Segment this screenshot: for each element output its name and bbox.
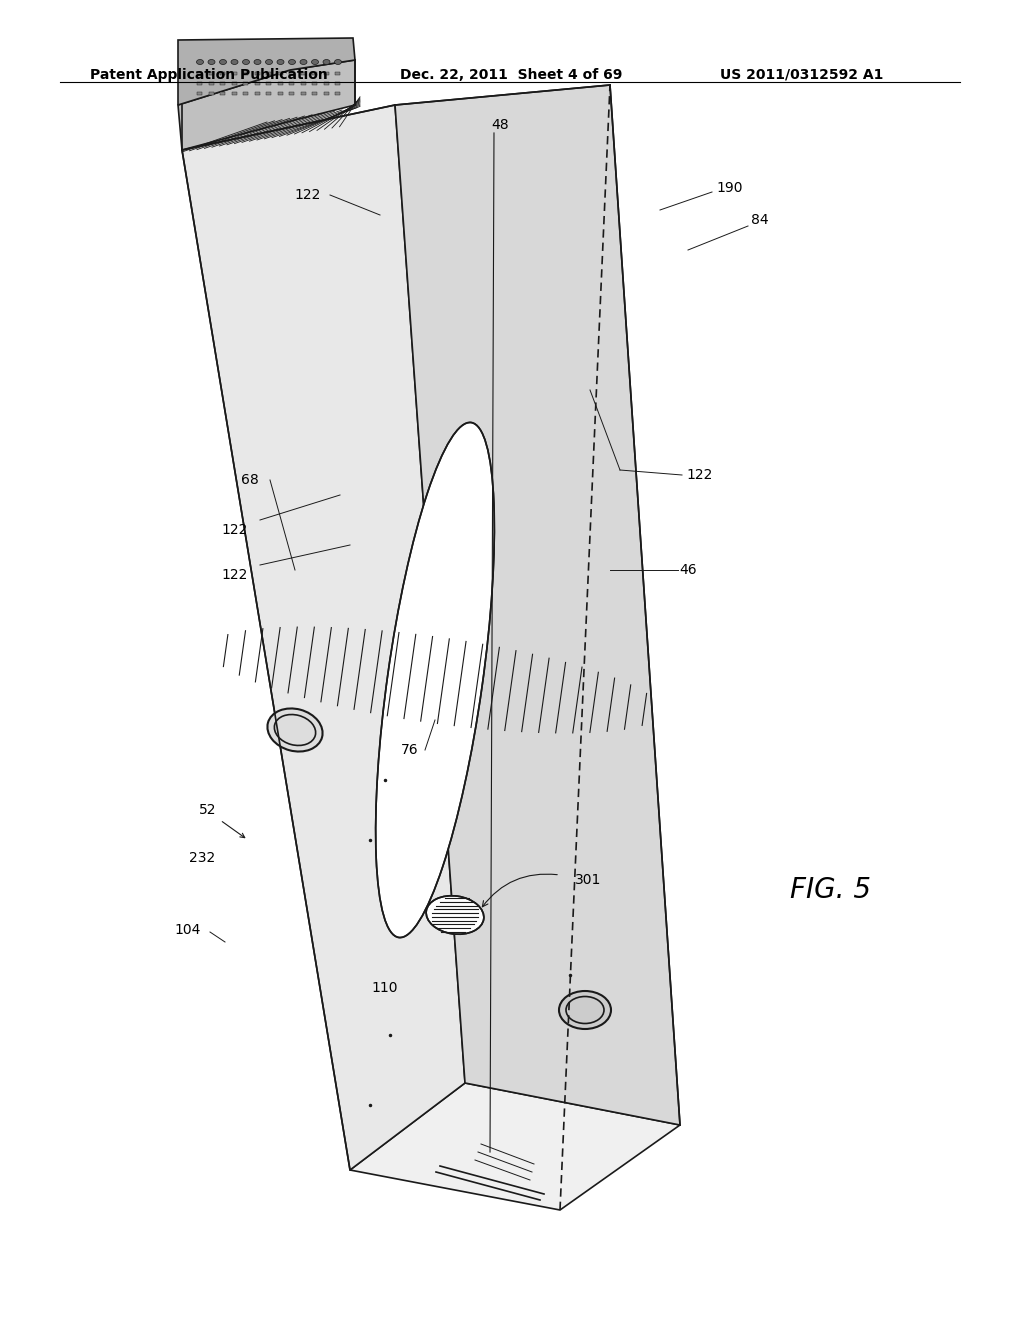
Text: 52: 52 [200, 803, 217, 817]
Bar [197, 82, 202, 84]
Bar [289, 92, 294, 95]
Bar [243, 73, 248, 75]
Text: 48: 48 [492, 117, 509, 132]
Bar [231, 82, 237, 84]
Ellipse shape [335, 59, 341, 65]
Bar [209, 82, 213, 84]
Bar [335, 73, 340, 75]
Ellipse shape [231, 59, 238, 65]
Bar [255, 82, 259, 84]
Text: Patent Application Publication: Patent Application Publication [90, 69, 328, 82]
Bar [255, 73, 259, 75]
Text: 46: 46 [679, 564, 696, 577]
Text: 84: 84 [752, 213, 769, 227]
Ellipse shape [278, 59, 284, 65]
Polygon shape [182, 106, 465, 1170]
Bar [266, 82, 271, 84]
Bar [289, 73, 294, 75]
Ellipse shape [265, 59, 272, 65]
Bar [278, 82, 283, 84]
Bar [220, 92, 225, 95]
Ellipse shape [289, 59, 296, 65]
Text: 104: 104 [175, 923, 201, 937]
Ellipse shape [311, 59, 318, 65]
Bar [231, 73, 237, 75]
Bar [220, 82, 225, 84]
Ellipse shape [208, 59, 215, 65]
Bar [209, 73, 213, 75]
Bar [197, 73, 202, 75]
Bar [243, 82, 248, 84]
Ellipse shape [323, 59, 330, 65]
Ellipse shape [254, 59, 261, 65]
Ellipse shape [197, 59, 204, 65]
Bar [335, 92, 340, 95]
Polygon shape [395, 84, 680, 1125]
Bar [220, 73, 225, 75]
Bar [255, 92, 259, 95]
Bar [289, 82, 294, 84]
Text: FIG. 5: FIG. 5 [790, 876, 871, 904]
Polygon shape [350, 1082, 680, 1210]
Text: 122: 122 [222, 568, 248, 582]
Bar [300, 73, 305, 75]
Ellipse shape [300, 59, 307, 65]
Bar [312, 82, 317, 84]
Bar [278, 73, 283, 75]
Polygon shape [178, 59, 355, 150]
Bar [231, 92, 237, 95]
Text: 76: 76 [401, 743, 419, 756]
Text: 301: 301 [574, 873, 601, 887]
Ellipse shape [243, 59, 250, 65]
Ellipse shape [267, 709, 323, 751]
Bar [312, 92, 317, 95]
Bar [209, 92, 213, 95]
Ellipse shape [376, 422, 495, 937]
Bar [324, 92, 329, 95]
Bar [335, 82, 340, 84]
Bar [312, 73, 317, 75]
Ellipse shape [559, 991, 611, 1030]
Ellipse shape [219, 59, 226, 65]
Text: 122: 122 [687, 469, 713, 482]
Bar [300, 92, 305, 95]
Bar [324, 82, 329, 84]
Ellipse shape [426, 896, 483, 935]
Bar [278, 92, 283, 95]
Text: US 2011/0312592 A1: US 2011/0312592 A1 [720, 69, 884, 82]
Text: 232: 232 [188, 851, 215, 865]
Bar [266, 92, 271, 95]
Bar [324, 73, 329, 75]
Bar [300, 82, 305, 84]
Text: 68: 68 [241, 473, 259, 487]
Text: Dec. 22, 2011  Sheet 4 of 69: Dec. 22, 2011 Sheet 4 of 69 [400, 69, 623, 82]
Bar [197, 92, 202, 95]
Bar [243, 92, 248, 95]
Polygon shape [178, 38, 355, 106]
Text: 190: 190 [717, 181, 743, 195]
Text: 122: 122 [222, 523, 248, 537]
Bar [266, 73, 271, 75]
Text: 122: 122 [295, 187, 322, 202]
Text: 110: 110 [372, 981, 398, 995]
